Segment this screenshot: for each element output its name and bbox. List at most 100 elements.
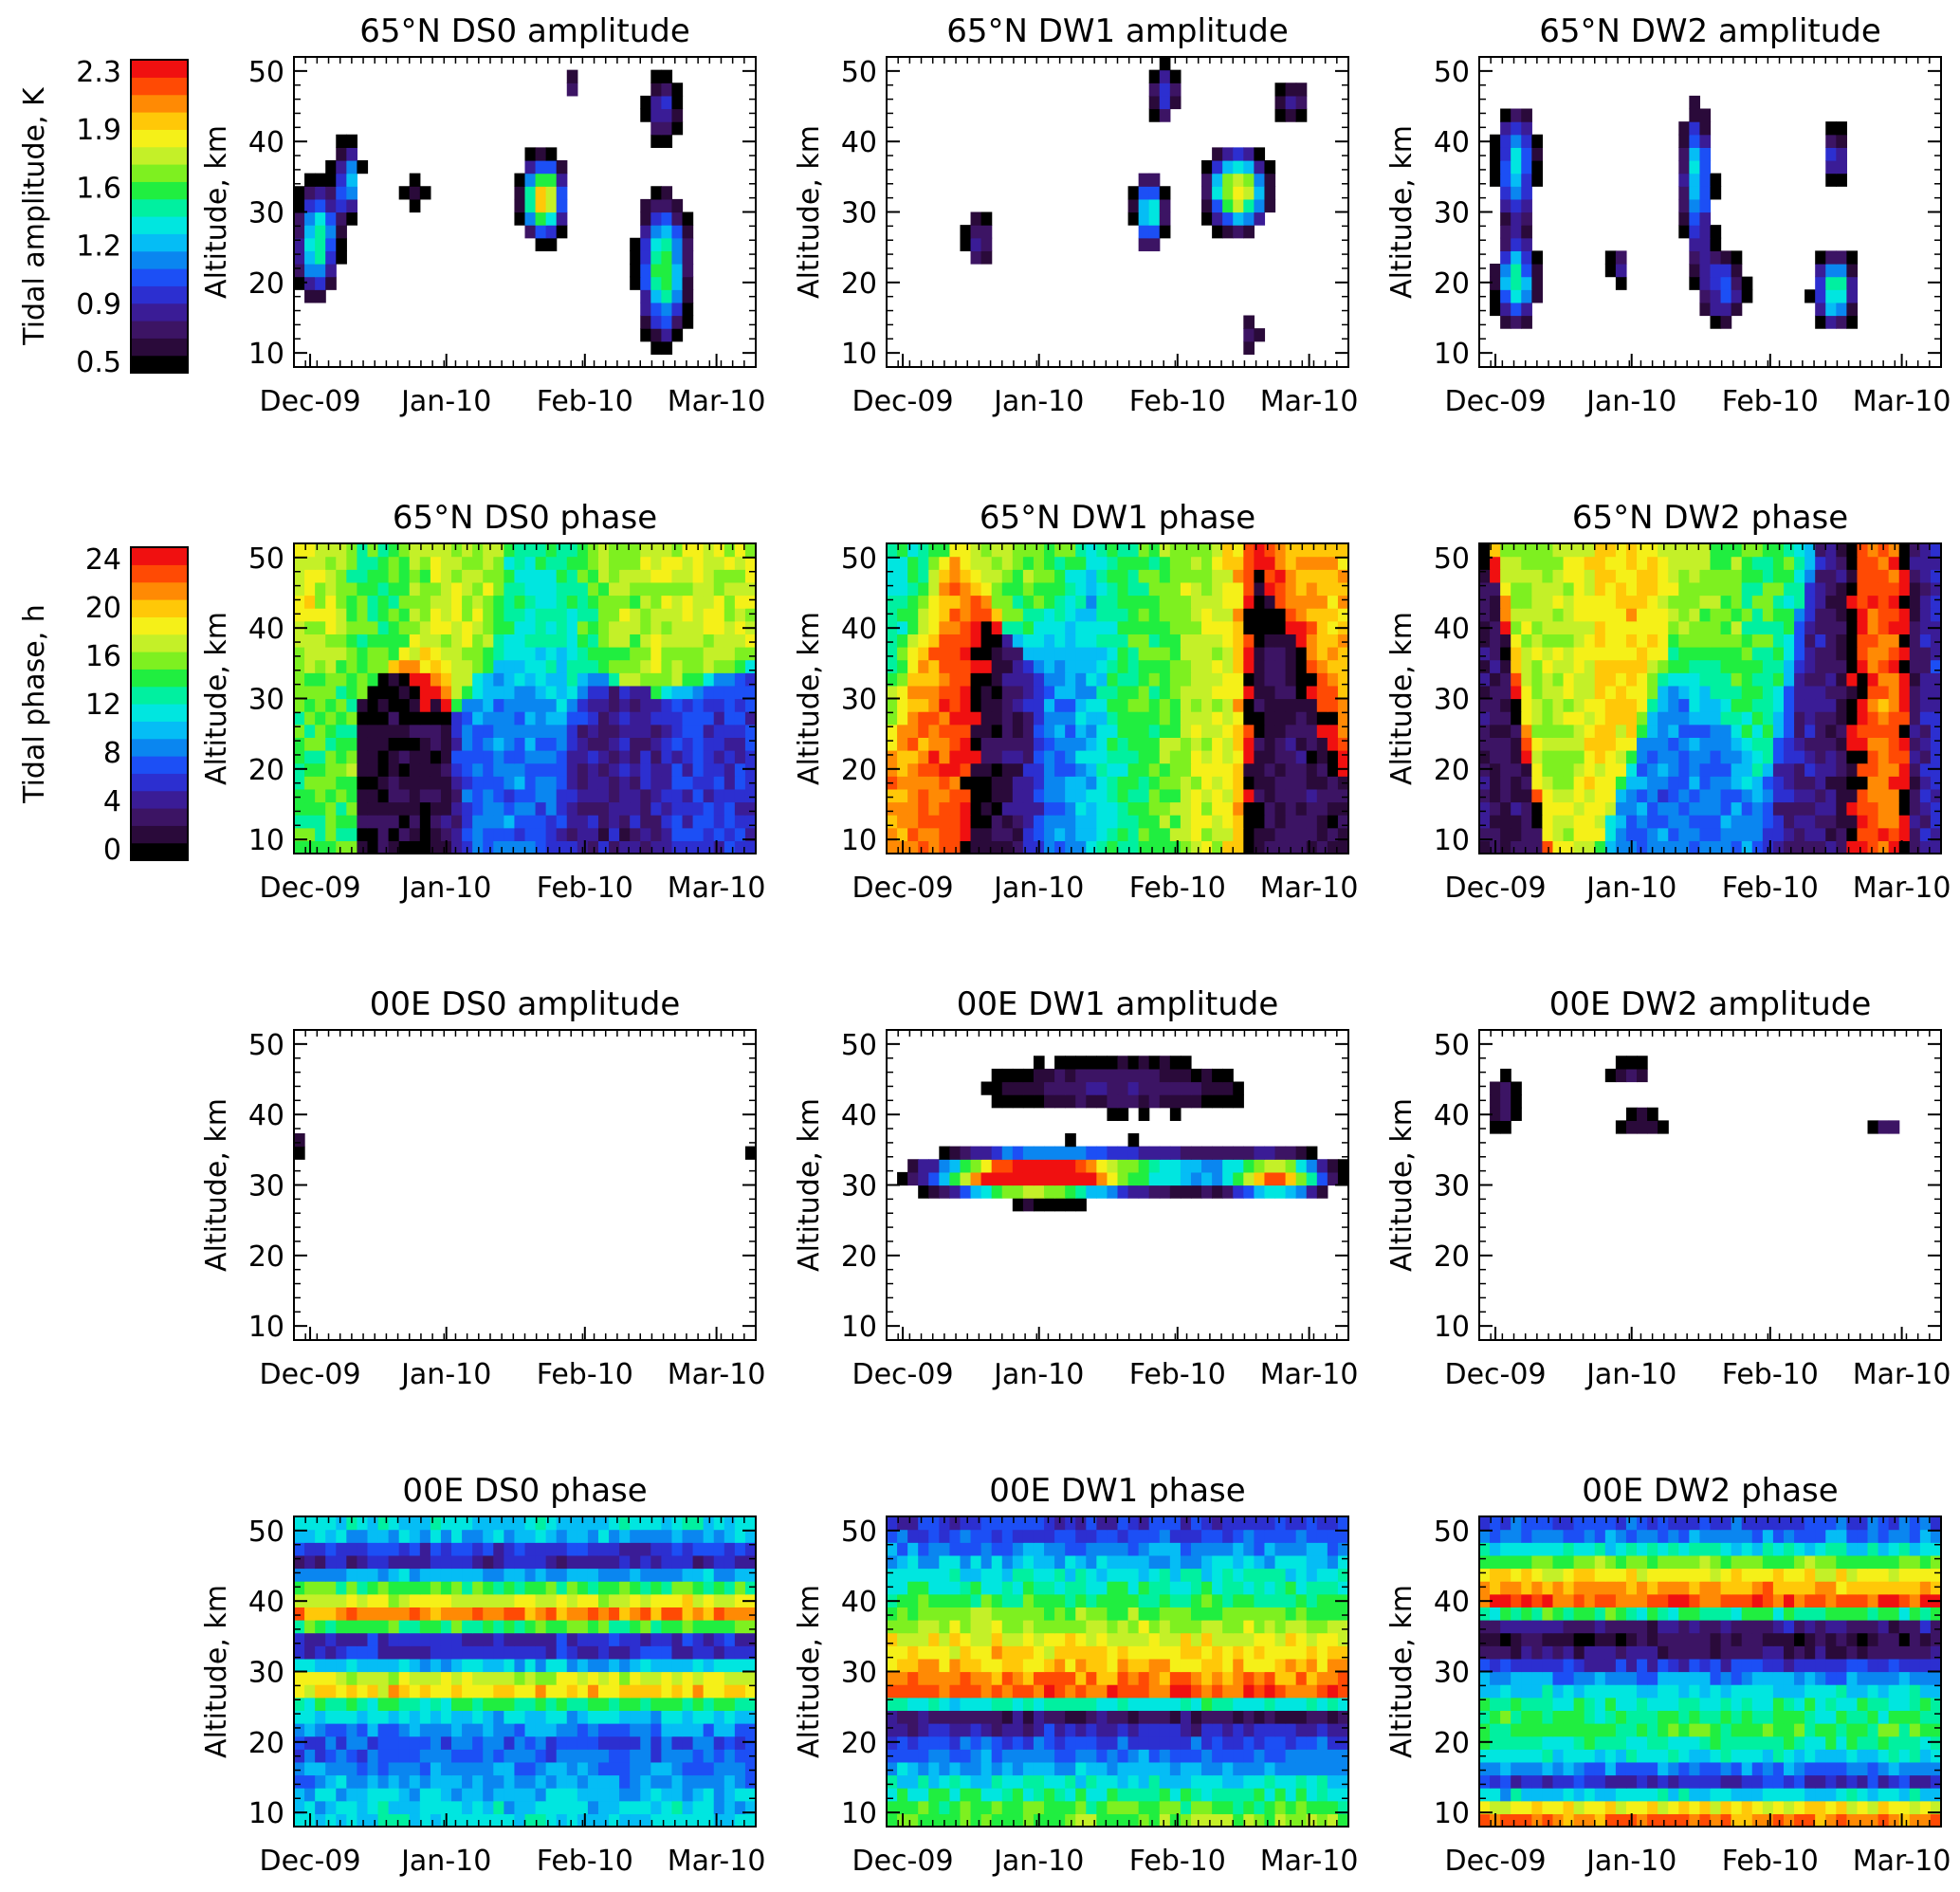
- heatmap-cell: [1878, 711, 1890, 726]
- heatmap-cell: [1327, 1159, 1339, 1173]
- heatmap-cell: [1169, 750, 1181, 764]
- heatmap-cell: [1212, 737, 1223, 751]
- heatmap-cell: [970, 569, 982, 583]
- heatmap-cell: [928, 711, 940, 726]
- heatmap-cell: [1274, 659, 1287, 673]
- heatmap-cell: [1285, 698, 1297, 712]
- heatmap-cell: [1836, 776, 1847, 790]
- heatmap-cell: [630, 595, 641, 609]
- heatmap-cell: [315, 724, 326, 738]
- heatmap-cell: [640, 289, 651, 303]
- heatmap-cell: [1741, 581, 1753, 597]
- x-tick-label: Feb-10: [537, 1358, 633, 1391]
- heatmap-cell: [1127, 198, 1140, 213]
- heatmap-cell: [918, 659, 929, 673]
- heatmap-cell: [1615, 659, 1627, 673]
- heatmap-cell: [1086, 595, 1097, 609]
- heatmap-cell: [1054, 685, 1066, 700]
- heatmap-cell: [1148, 1146, 1161, 1160]
- heatmap-cell: [336, 750, 347, 764]
- heatmap-cell: [440, 634, 452, 648]
- heatmap-cell: [671, 95, 684, 110]
- heatmap-cell: [1594, 762, 1606, 777]
- heatmap-cell: [1584, 724, 1596, 738]
- y-axis-label: Altitude, km: [200, 612, 233, 785]
- heatmap-cell: [1836, 121, 1847, 136]
- heatmap-cell: [1479, 788, 1491, 803]
- heatmap-cell: [1542, 647, 1554, 661]
- heatmap-cell: [1604, 685, 1617, 700]
- heatmap-cell: [991, 711, 1003, 726]
- heatmap-cell: [1044, 840, 1055, 854]
- heatmap-cell: [918, 801, 929, 816]
- heatmap-cell: [960, 840, 972, 854]
- heatmap-cell: [980, 1159, 993, 1173]
- heatmap-cell: [1668, 776, 1679, 790]
- heatmap-cell: [1857, 620, 1869, 634]
- heatmap-cell: [1096, 672, 1108, 687]
- heatmap-cell: [556, 595, 568, 609]
- heatmap-cell: [315, 762, 326, 777]
- heatmap-cell: [1521, 543, 1532, 558]
- heatmap-cell: [1169, 647, 1181, 661]
- heatmap-cell: [1857, 659, 1869, 673]
- heatmap-cell: [336, 672, 347, 687]
- heatmap-cell: [545, 685, 558, 700]
- heatmap-cell: [1201, 750, 1213, 764]
- heatmap-cell: [1127, 1159, 1140, 1173]
- heatmap-cell: [1699, 724, 1712, 738]
- heatmap-cell: [1254, 776, 1266, 790]
- colorbar-swatch: [131, 355, 188, 374]
- heatmap-cell: [1573, 801, 1585, 816]
- heatmap-cell: [703, 543, 715, 558]
- heatmap-cell: [1521, 556, 1532, 570]
- heatmap-cell: [1243, 1146, 1255, 1160]
- heatmap-cell: [451, 647, 463, 661]
- heatmap-cell: [1012, 1159, 1024, 1173]
- heatmap-cell: [315, 250, 326, 265]
- heatmap-cell: [970, 724, 982, 738]
- heatmap-cell: [671, 556, 684, 570]
- heatmap-cell: [1138, 788, 1150, 803]
- heatmap-cell: [1637, 685, 1648, 700]
- heatmap-cell: [1878, 737, 1890, 751]
- heatmap-cell: [1233, 698, 1244, 712]
- heatmap-cell: [556, 634, 568, 648]
- heatmap-cell: [535, 659, 547, 673]
- heatmap-cell: [1201, 198, 1213, 213]
- heatmap-cell: [587, 634, 599, 648]
- heatmap-cell: [991, 788, 1003, 803]
- heatmap-cell: [1647, 634, 1658, 648]
- heatmap-cell: [1836, 788, 1847, 803]
- heatmap-cell: [1201, 186, 1213, 200]
- heatmap-cell: [1233, 776, 1244, 790]
- heatmap-cell: [1086, 1146, 1097, 1160]
- heatmap-cell: [336, 134, 347, 148]
- heatmap-cell: [1825, 801, 1837, 816]
- heatmap-cell: [1127, 620, 1140, 634]
- heatmap-cell: [1222, 840, 1234, 854]
- heatmap-cell: [1542, 815, 1554, 829]
- heatmap-cell: [1930, 581, 1942, 597]
- heatmap-cell: [1274, 724, 1287, 738]
- heatmap-cell: [1500, 315, 1511, 329]
- heatmap-cell: [1783, 724, 1795, 738]
- heatmap-cell: [1741, 595, 1753, 609]
- heatmap-cell: [1647, 556, 1658, 570]
- heatmap-cell: [1117, 581, 1129, 597]
- heatmap-cell: [388, 595, 400, 609]
- heatmap-cell: [472, 569, 484, 583]
- heatmap-cell: [1658, 620, 1669, 634]
- heatmap-cell: [970, 801, 982, 816]
- heatmap-cell: [1190, 556, 1202, 570]
- heatmap-cell: [587, 608, 599, 622]
- heatmap-cell: [1327, 788, 1339, 803]
- heatmap-cell: [960, 1171, 972, 1186]
- heatmap-cell: [1594, 788, 1606, 803]
- heatmap-cell: [597, 801, 610, 816]
- heatmap-cell: [1846, 556, 1859, 570]
- heatmap-cell: [1720, 737, 1732, 751]
- heatmap-cell: [1096, 724, 1108, 738]
- heatmap-cell: [949, 685, 962, 700]
- heatmap-cell: [1169, 95, 1181, 110]
